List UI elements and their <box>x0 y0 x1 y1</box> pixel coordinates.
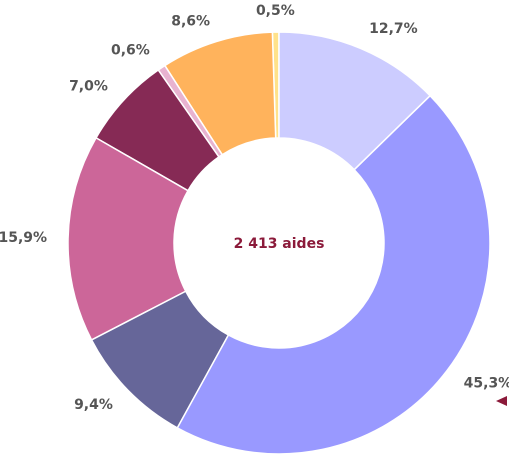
marker <box>496 396 507 406</box>
value-label: 7,0% <box>69 78 108 94</box>
value-label: 9,4% <box>74 397 113 413</box>
value-label: 15,9% <box>0 230 47 246</box>
center-label: 2 413 aides <box>234 236 325 252</box>
segment <box>176 94 491 454</box>
segment <box>163 31 277 156</box>
value-label: 0,5% <box>256 3 295 19</box>
segment <box>90 290 230 429</box>
segment <box>278 31 432 171</box>
value-label: 12,7% <box>369 21 418 37</box>
value-label: 8,6% <box>171 13 210 29</box>
segment <box>67 136 189 341</box>
value-label: 45,3% <box>464 375 509 391</box>
value-label: 0,6% <box>111 42 150 58</box>
segment <box>95 68 220 192</box>
